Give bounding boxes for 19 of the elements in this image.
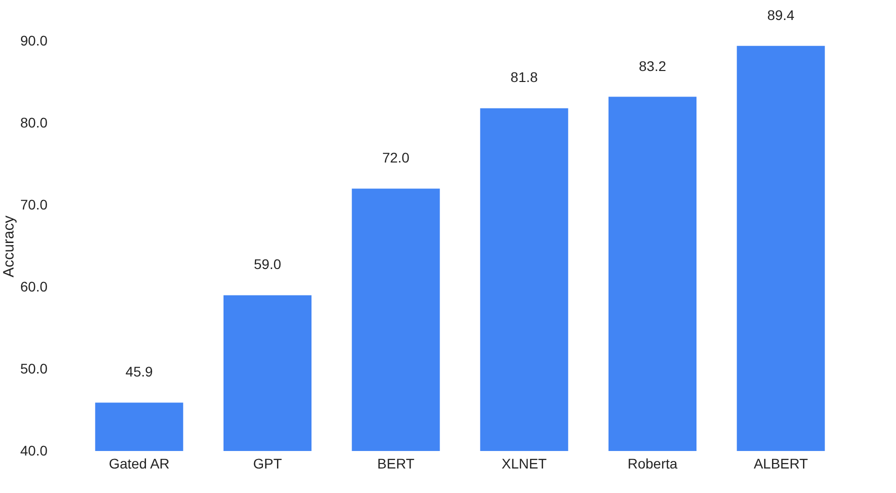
data-label: 89.4 [767,6,795,23]
y-tick-label: 40.0 [20,442,48,458]
x-tick-label: GPT [253,456,282,472]
data-label: 83.2 [638,58,666,74]
x-tick-label: Gated AR [108,456,170,472]
y-tick-label: 90.0 [20,32,48,48]
x-tick-label: BERT [377,456,415,472]
data-label: 45.9 [126,364,154,380]
x-tick-label: Roberta [628,456,678,472]
y-tick-label: 50.0 [20,360,48,376]
data-label: 72.0 [382,150,410,166]
y-tick-label: 60.0 [20,278,48,294]
x-tick-label: XLNET [502,456,548,472]
data-label: 81.8 [510,69,538,86]
y-tick-label: 80.0 [20,114,48,130]
x-tick-label: ALBERT [754,456,808,472]
y-axis-title: Accuracy [0,215,18,278]
y-tick-label: 70.0 [20,196,48,212]
data-label: 59.0 [254,256,282,272]
